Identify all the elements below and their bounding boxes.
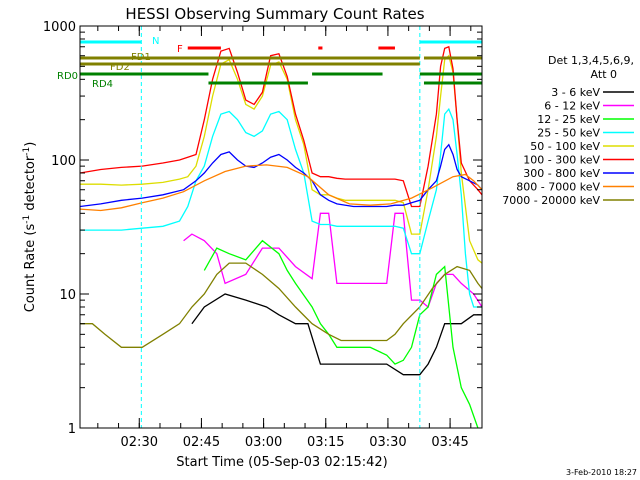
series-line-300-800-kev (80, 143, 482, 208)
legend-label-800-7000-kev: 800 - 7000 keV (516, 181, 600, 194)
legend-label-100-300-kev: 100 - 300 keV (523, 154, 600, 167)
state-label-fd1: FD1 (131, 52, 151, 63)
y-tick-label: 1 (68, 422, 76, 437)
state-label-rd4: RD4 (92, 79, 113, 90)
series-line-7000-20000-kev (80, 262, 482, 348)
series-line-100-300-kev (80, 45, 482, 208)
y-axis-label: Count Rate (s-1 detector-1) (22, 142, 38, 313)
x-tick-label: 03:15 (307, 435, 344, 450)
x-tick-label: 03:45 (431, 435, 468, 450)
legend-label-50-100-kev: 50 - 100 keV (530, 140, 600, 153)
plot-frame (79, 25, 483, 429)
x-axis: 02:30 02:45 03:00 03:15 03:30 03:45 (97, 26, 472, 450)
x-tick-label: 02:45 (183, 435, 220, 450)
chart-title: HESSI Observing Summary Count Rates (125, 5, 424, 23)
series-line-12-25-kev (203, 239, 479, 428)
legend-header-line2: Att 0 (591, 68, 617, 81)
x-axis-label: Start Time (05-Sep-03 02:15:42) (176, 455, 387, 470)
y-tick-label: 100 (51, 154, 76, 169)
legend-label-6-12-kev: 6 - 12 keV (544, 100, 600, 113)
legend-label-12-25-kev: 12 - 25 keV (537, 113, 600, 126)
series-line-3-6-kev (191, 293, 482, 376)
series-line-6-12-kev (183, 212, 482, 309)
date-stamp: 3-Feb-2010 18:27 (566, 468, 637, 477)
x-tick-label: 03:00 (245, 435, 282, 450)
state-label-f: F (177, 44, 183, 55)
y-tick-label: 1000 (43, 20, 76, 35)
legend-label-300-800-kev: 300 - 800 keV (523, 167, 600, 180)
state-label-fd2: FD2 (110, 62, 130, 73)
y-axis: 1 10 100 1000 (43, 20, 482, 437)
x-tick-label: 03:30 (369, 435, 406, 450)
state-label-n: N (152, 36, 159, 47)
legend-label-3-6-kev: 3 - 6 keV (551, 86, 600, 99)
series-line-25-50-kev (80, 107, 482, 308)
series-line-800-7000-kev (80, 164, 482, 212)
x-tick-label: 02:30 (121, 435, 158, 450)
y-tick-label: 10 (59, 288, 76, 303)
series-layer (80, 26, 482, 428)
series-line-50-100-kev (80, 54, 482, 264)
legend-label-25-50-kev: 25 - 50 keV (537, 127, 600, 140)
state-label-rd0: RD0 (57, 71, 78, 82)
legend-header-line1: Det 1,3,4,5,6,9, (548, 54, 634, 67)
legend-label-7000-20000-kev: 7000 - 20000 keV (502, 194, 600, 207)
